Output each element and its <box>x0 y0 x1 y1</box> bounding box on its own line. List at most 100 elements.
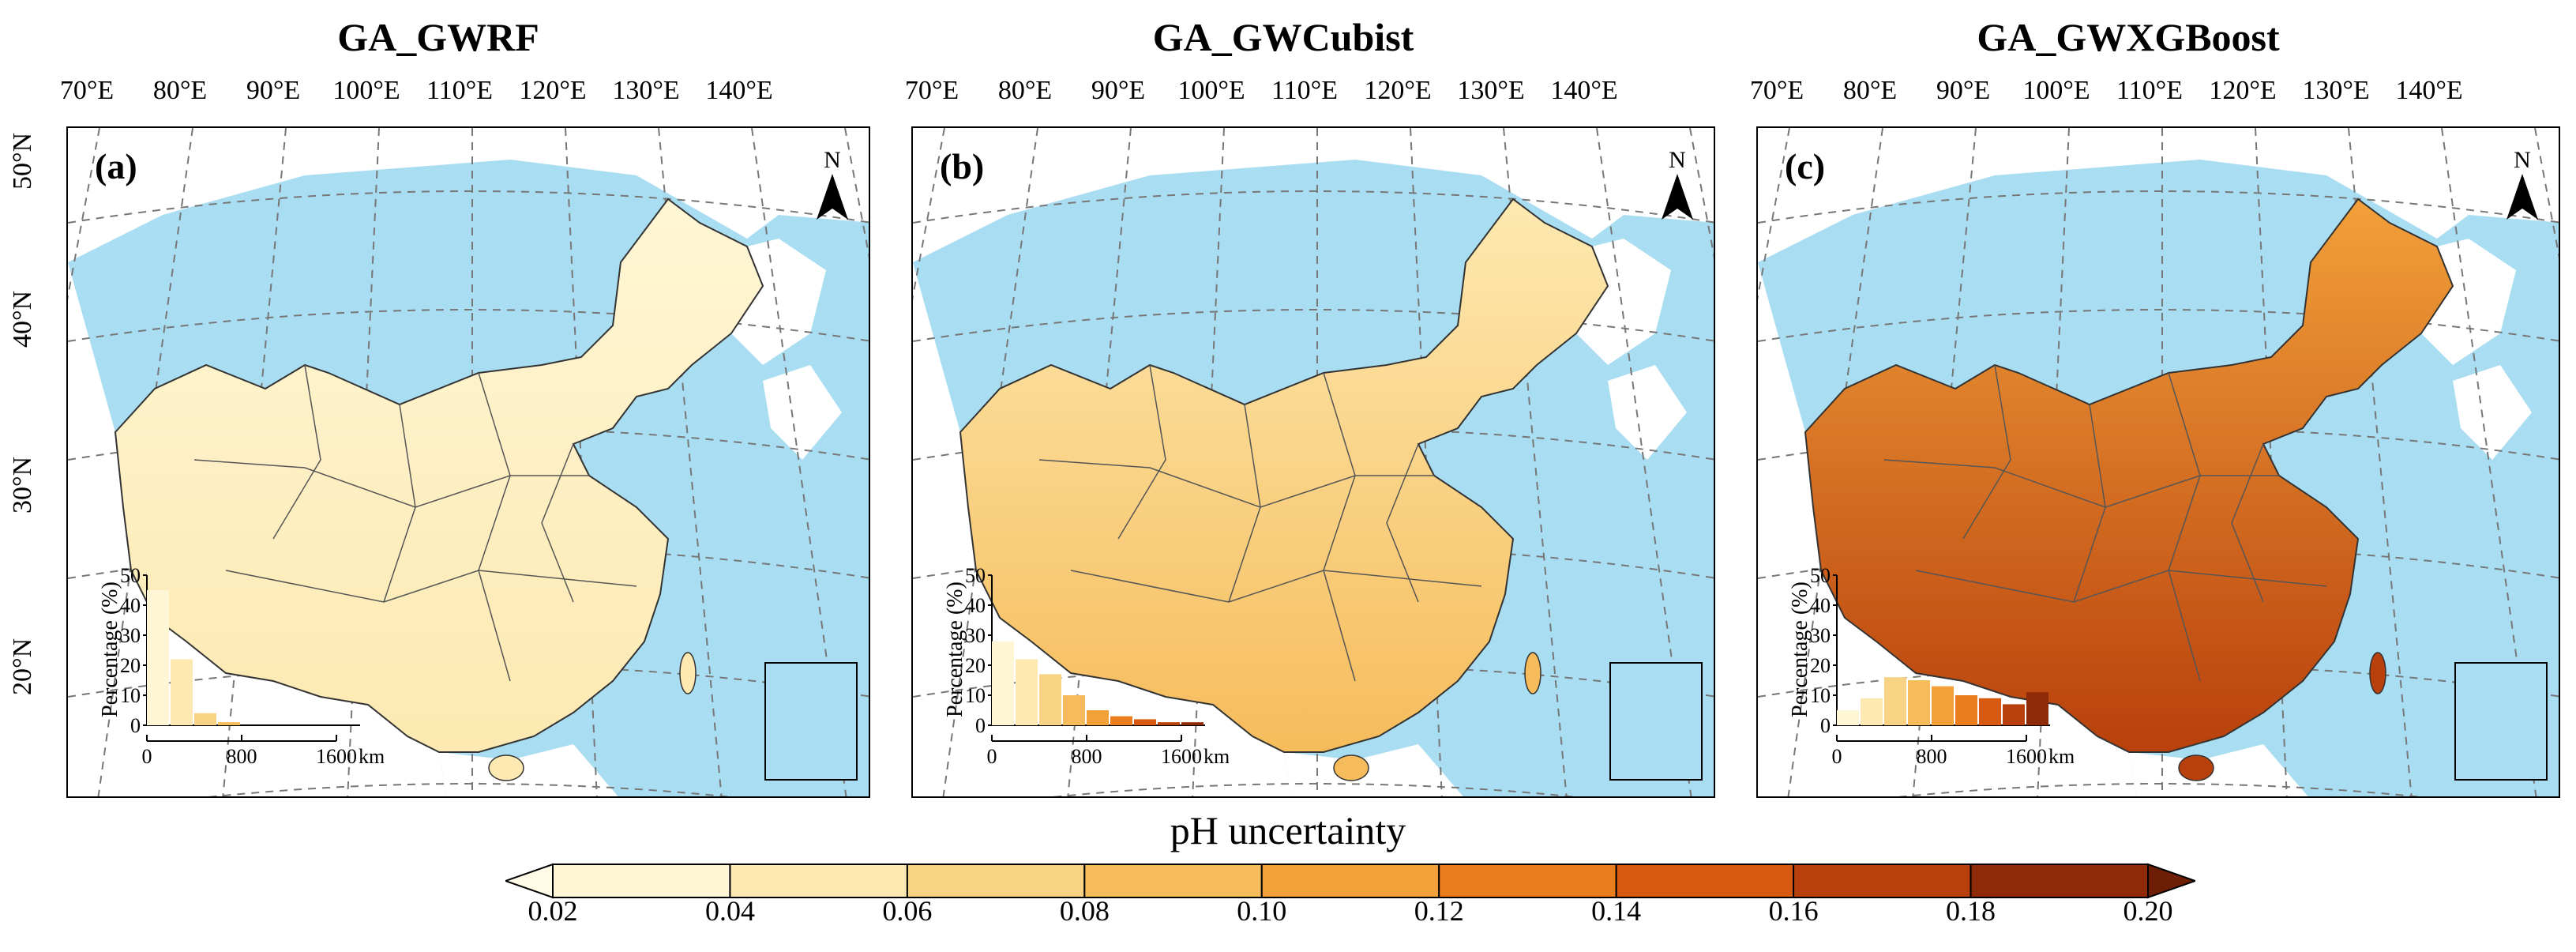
hist-bar <box>1837 710 1859 725</box>
lat-tick-20: 20°N <box>8 638 37 695</box>
scale-bar-label: 1600 <box>2006 745 2047 765</box>
lon-tick: 140°E <box>1550 76 1618 105</box>
hist-bar <box>218 722 240 725</box>
hist-bar <box>1908 680 1930 725</box>
hist-bar <box>2003 704 2025 725</box>
lon-tick: 70°E <box>904 76 959 105</box>
colorbar-segment <box>906 864 1086 898</box>
colorbar-segment <box>1438 864 1617 898</box>
colorbar <box>505 863 2195 899</box>
colorbar-segment <box>1970 864 2149 898</box>
north-arrow-a: N <box>815 147 850 225</box>
lon-tick: 100°E <box>332 76 400 105</box>
lon-ticks-c: 70°E 80°E 90°E 100°E 110°E 120°E 130°E 140°E <box>1750 76 2559 112</box>
north-label: N <box>2514 147 2531 173</box>
colorbar-segment <box>552 864 731 898</box>
hist-ytick: 50 <box>1810 564 1831 587</box>
lon-tick: 130°E <box>612 76 680 105</box>
hist-bar <box>1932 686 1954 725</box>
north-arrow-icon <box>1662 174 1693 220</box>
lon-tick: 120°E <box>1364 76 1432 105</box>
north-arrow-b: N <box>1660 147 1695 225</box>
hist-bar <box>1110 716 1132 725</box>
hist-ytick: 30 <box>1810 624 1831 647</box>
south-china-sea-inset <box>2454 662 2548 781</box>
north-arrow-icon <box>2507 174 2538 220</box>
lon-tick: 90°E <box>1936 76 1991 105</box>
scale-bar-label: 800 <box>227 745 257 765</box>
lon-tick: 80°E <box>997 76 1053 105</box>
scale-bar-label: 0 <box>1832 745 1842 765</box>
hist-ylabel: Percentage (%) <box>100 581 122 717</box>
map-panel-b: (b) N 0 10 20 30 40 50 Percentage (%) 0 800 1600 k… <box>911 126 1715 798</box>
lat-tick-40: 40°N <box>8 290 37 348</box>
hist-ytick: 30 <box>120 624 141 647</box>
hist-bar <box>1955 695 1977 725</box>
hist-bar <box>147 590 169 725</box>
hist-bar <box>1158 722 1180 725</box>
scale-bar-label: 1600 <box>1161 745 1202 765</box>
north-label: N <box>824 147 841 173</box>
hist-ytick: 0 <box>1820 714 1831 737</box>
map-panel-a: (a) N 0 10 20 30 40 50 Percentage (%) 0 800 1600 k… <box>66 126 870 798</box>
hist-bar <box>2026 692 2048 725</box>
scale-bar-label: 1600 <box>316 745 357 765</box>
panel-title-b: GA_GWCubist <box>1152 15 1414 59</box>
map-base-c <box>1758 128 2559 796</box>
colorbar-tick: 0.06 <box>882 895 933 927</box>
hist-ytick: 50 <box>965 564 986 587</box>
colorbar-segment <box>1083 864 1263 898</box>
lon-tick: 70°E <box>59 76 115 105</box>
north-arrow-icon <box>817 174 848 220</box>
hist-ytick: 10 <box>120 684 141 707</box>
hist-bar <box>1016 659 1038 725</box>
hist-ytick: 50 <box>120 564 141 587</box>
hist-ytick: 20 <box>965 654 986 677</box>
lon-tick: 90°E <box>1091 76 1146 105</box>
colorbar-segment <box>729 864 908 898</box>
hist-ylabel: Percentage (%) <box>944 581 967 717</box>
hist-ytick: 10 <box>965 684 986 707</box>
hist-bar <box>1039 674 1061 725</box>
colorbar-segment <box>1793 864 1972 898</box>
hist-bar <box>1087 710 1109 725</box>
lon-tick: 100°E <box>2022 76 2090 105</box>
lon-tick: 90°E <box>246 76 301 105</box>
lon-tick: 110°E <box>2116 76 2184 105</box>
lon-ticks-a: 70°E 80°E 90°E 100°E 110°E 120°E 130°E 140°E <box>59 76 869 112</box>
colorbar-title: pH uncertainty <box>1170 808 1406 852</box>
panel-title-c: GA_GWXGBoost <box>1977 15 2280 59</box>
lon-tick: 100°E <box>1177 76 1245 105</box>
hist-ytick: 30 <box>965 624 986 647</box>
north-label: N <box>1669 147 1686 173</box>
hist-ytick: 20 <box>1810 654 1831 677</box>
hist-bar <box>992 641 1014 725</box>
scale-bar-unit: km <box>2048 745 2074 765</box>
north-arrow-c: N <box>2505 147 2540 225</box>
panel-label-c: (c) <box>1785 146 1826 186</box>
lon-tick: 130°E <box>2302 76 2370 105</box>
lon-tick: 80°E <box>1842 76 1898 105</box>
scale-bar-label: 0 <box>987 745 997 765</box>
colorbar-low-extend <box>505 863 554 899</box>
south-china-sea-inset <box>764 662 858 781</box>
colorbar-high-extend <box>2147 863 2195 899</box>
south-china-sea-inset <box>1609 662 1703 781</box>
panel-label-b: (b) <box>940 146 985 186</box>
lon-tick: 120°E <box>519 76 587 105</box>
hist-bar <box>1884 677 1906 725</box>
scale-bar-label: 800 <box>1072 745 1102 765</box>
panel-label-a: (a) <box>95 146 137 186</box>
lon-tick: 110°E <box>1271 76 1339 105</box>
hist-ytick: 40 <box>965 594 986 617</box>
colorbar-tick: 0.10 <box>1237 895 1287 927</box>
colorbar-segment <box>1615 864 1795 898</box>
scale-bar-label: 0 <box>142 745 152 765</box>
scale-bar-label: 800 <box>1917 745 1947 765</box>
scale-bar-unit: km <box>1204 745 1229 765</box>
hist-ytick: 40 <box>1810 594 1831 617</box>
hist-bar <box>1063 695 1085 725</box>
colorbar-tick: 0.04 <box>704 895 755 927</box>
lat-tick-50: 50°N <box>8 132 37 190</box>
